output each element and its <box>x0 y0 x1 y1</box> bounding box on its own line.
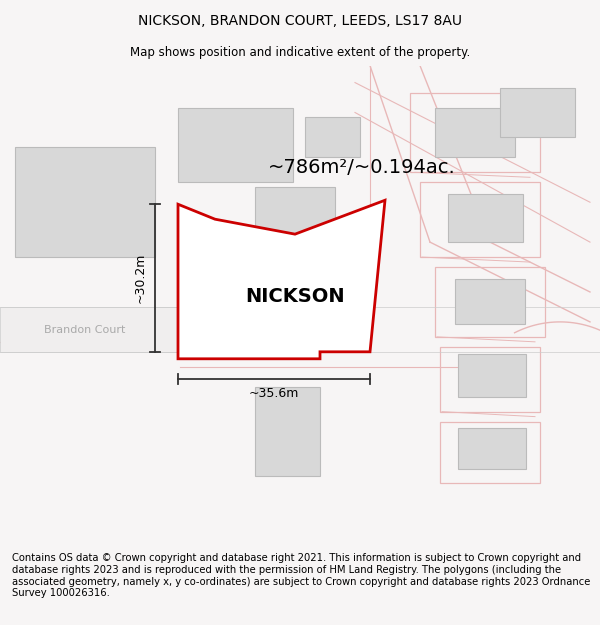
Bar <box>410 92 540 172</box>
Bar <box>440 422 540 484</box>
Text: NICKSON: NICKSON <box>245 288 345 306</box>
Text: ~35.6m: ~35.6m <box>249 387 299 400</box>
Bar <box>440 347 540 412</box>
Bar <box>435 267 545 337</box>
Bar <box>255 188 335 282</box>
Bar <box>0 307 195 352</box>
Bar <box>435 107 515 158</box>
Bar <box>15 148 155 257</box>
Bar <box>420 182 540 257</box>
Text: Contains OS data © Crown copyright and database right 2021. This information is : Contains OS data © Crown copyright and d… <box>12 553 590 598</box>
Bar <box>305 118 360 158</box>
Bar <box>458 354 526 397</box>
Text: Map shows position and indicative extent of the property.: Map shows position and indicative extent… <box>130 46 470 59</box>
Text: Brandon Court: Brandon Court <box>44 325 125 335</box>
Text: NICKSON, BRANDON COURT, LEEDS, LS17 8AU: NICKSON, BRANDON COURT, LEEDS, LS17 8AU <box>138 14 462 28</box>
Bar <box>458 428 526 469</box>
Text: ~30.2m: ~30.2m <box>134 253 147 303</box>
Bar <box>448 194 523 242</box>
Bar <box>500 88 575 138</box>
Bar <box>255 387 320 476</box>
Bar <box>178 107 293 182</box>
Bar <box>455 279 525 324</box>
Text: ~786m²/~0.194ac.: ~786m²/~0.194ac. <box>268 158 456 177</box>
Polygon shape <box>178 200 385 359</box>
